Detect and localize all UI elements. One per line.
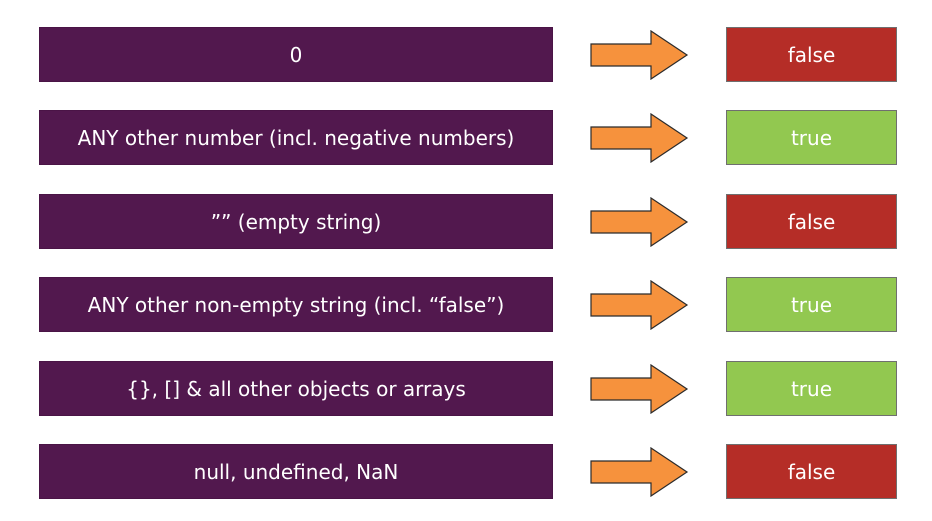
value-box: null, undefined, NaN: [39, 444, 553, 499]
value-box: ANY other non-empty string (incl. “false…: [39, 277, 553, 332]
mapping-row-4: {}, [] & all other objects or arrays tru…: [0, 361, 932, 416]
value-box: 0: [39, 27, 553, 82]
mapping-row-3: ANY other non-empty string (incl. “false…: [0, 277, 932, 332]
result-box-true: true: [726, 361, 897, 416]
arrow-right-icon: [590, 364, 689, 414]
arrow-right-icon: [590, 197, 689, 247]
mapping-row-2: ”” (empty string) false: [0, 194, 932, 249]
arrow-right-icon: [590, 447, 689, 497]
mapping-row-1: ANY other number (incl. negative numbers…: [0, 110, 932, 165]
mapping-row-0: 0 false: [0, 27, 932, 82]
arrow-right-icon: [590, 280, 689, 330]
value-box: {}, [] & all other objects or arrays: [39, 361, 553, 416]
value-box: ”” (empty string): [39, 194, 553, 249]
result-box-true: true: [726, 110, 897, 165]
result-box-true: true: [726, 277, 897, 332]
arrow-right-icon: [590, 113, 689, 163]
result-box-false: false: [726, 27, 897, 82]
result-box-false: false: [726, 444, 897, 499]
result-box-false: false: [726, 194, 897, 249]
arrow-right-icon: [590, 30, 689, 80]
value-box: ANY other number (incl. negative numbers…: [39, 110, 553, 165]
mapping-row-5: null, undefined, NaN false: [0, 444, 932, 499]
